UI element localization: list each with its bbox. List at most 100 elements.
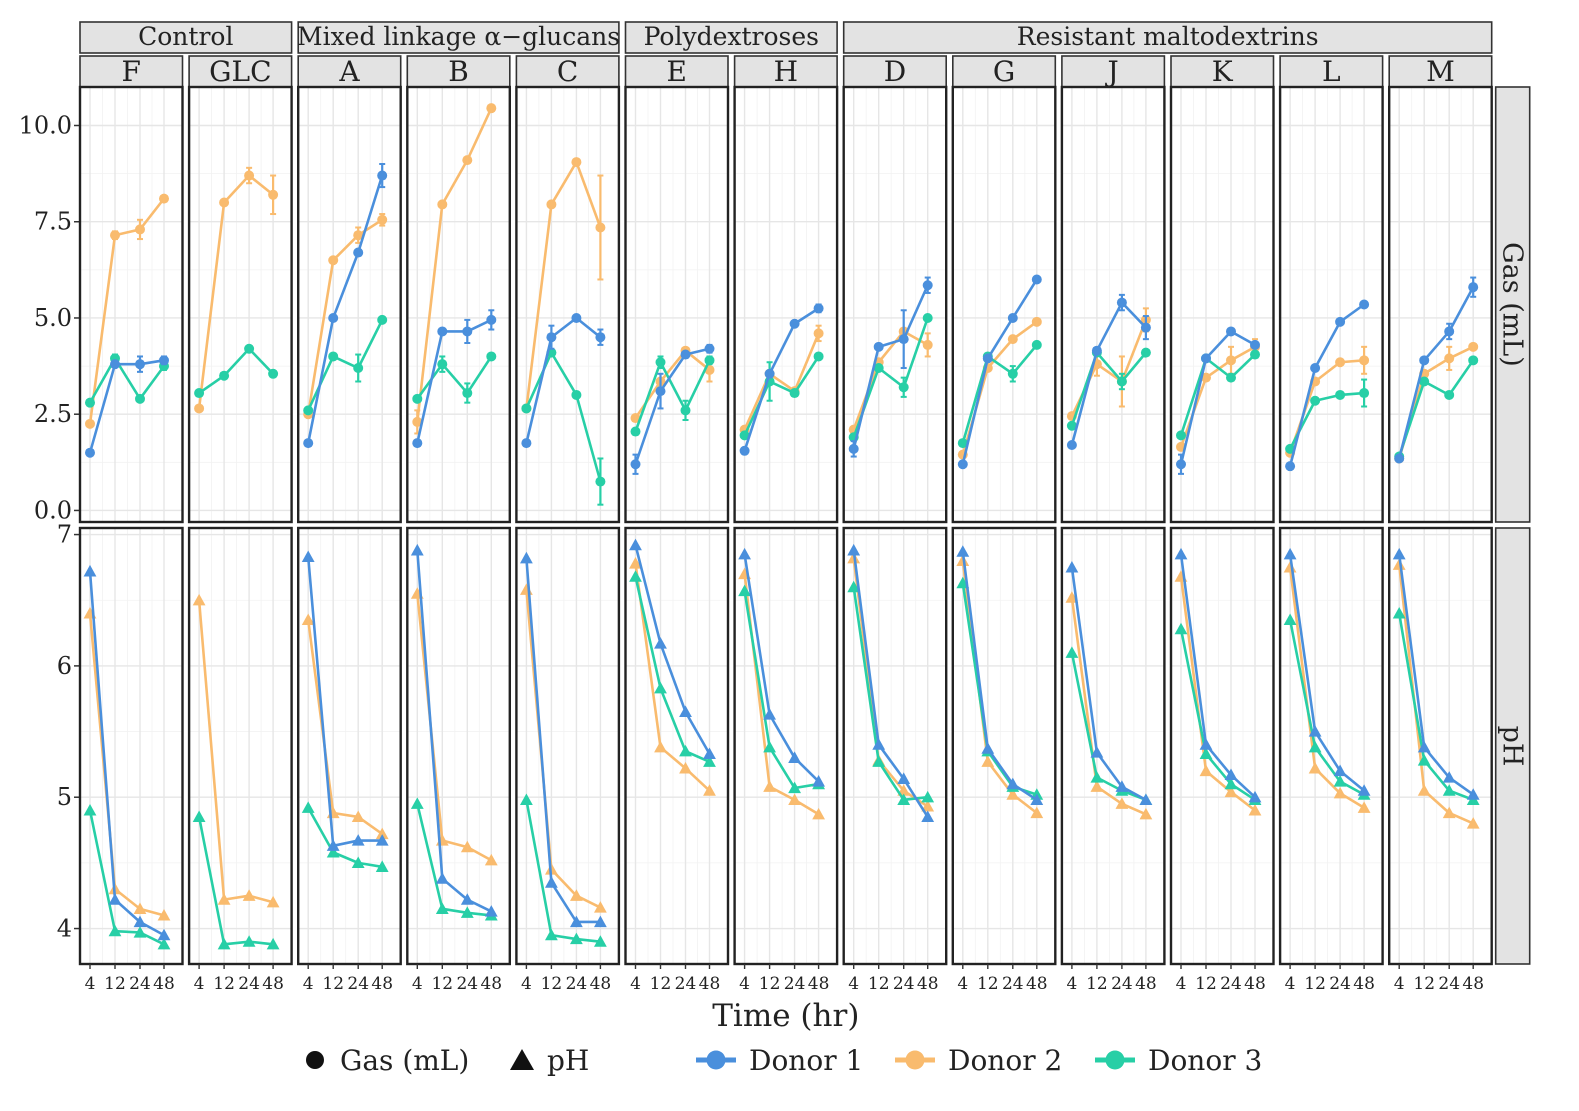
point-marker (764, 368, 775, 379)
legend-color-donor-2: Donor 2 (895, 1044, 1062, 1077)
triangle-marker (301, 613, 315, 626)
x-tick-label: 4 (521, 974, 532, 994)
panel-strip-a: A (297, 55, 402, 88)
triangle-marker (217, 937, 231, 950)
triangle-marker (738, 547, 751, 560)
panel-a-gas (297, 85, 402, 524)
x-tick-label: 24 (1220, 974, 1242, 994)
point-marker (377, 214, 388, 225)
series-line (1179, 628, 1256, 801)
x-tick-label: 24 (893, 974, 915, 994)
series-line (1179, 554, 1256, 799)
series-line (852, 284, 929, 450)
point-marker (1201, 372, 1211, 383)
point-marker (412, 438, 423, 449)
series-donor-2 (738, 567, 825, 820)
panel-border (515, 85, 621, 524)
panel-border (187, 526, 293, 966)
point-marker (739, 445, 750, 456)
panel-border (624, 526, 730, 966)
point-marker (462, 155, 473, 166)
panel-a-ph (297, 526, 402, 966)
triangle-marker (1308, 740, 1322, 753)
point-marker (521, 438, 532, 449)
series-donor-2 (194, 166, 279, 414)
x-tick-label: 12 (759, 974, 781, 994)
panel-background (407, 87, 510, 522)
point-marker (1176, 459, 1186, 470)
point-marker (1091, 345, 1102, 356)
series-donor-2 (1065, 591, 1153, 820)
panel-strip-label: G (993, 55, 1015, 88)
row-strip-gas: Gas (mL) (1494, 86, 1531, 523)
triangle-marker (812, 807, 825, 820)
series-line (743, 307, 820, 452)
panel-e-gas (624, 85, 730, 524)
triangle-marker (83, 564, 97, 577)
triangle-marker (594, 915, 607, 928)
series-donor-1 (1394, 276, 1479, 464)
triangle-marker (1283, 547, 1297, 560)
series-line (198, 347, 275, 395)
panel-g-gas (951, 85, 1057, 524)
x-tick-label: 4 (848, 974, 859, 994)
series-donor-3 (629, 570, 716, 767)
panel-border (842, 526, 948, 966)
triangle-marker (1139, 807, 1153, 820)
point-marker (303, 438, 314, 449)
x-tick-label: 12 (868, 974, 890, 994)
panel-strip-box (1388, 55, 1493, 88)
point-marker (1226, 372, 1236, 383)
x-tick-label: 4 (412, 974, 423, 994)
triangle-marker (654, 681, 667, 694)
triangle-marker (242, 935, 256, 947)
x-tick-label: 12 (104, 974, 126, 994)
triangle-marker (788, 781, 801, 794)
panel-b-ph (406, 526, 511, 966)
triangle-marker (981, 755, 995, 767)
triangle-marker (108, 893, 122, 905)
triangle-marker (1139, 793, 1153, 805)
triangle-marker (1466, 788, 1480, 800)
triangle-marker (1006, 788, 1020, 800)
point-marker (571, 389, 582, 400)
point-marker (159, 355, 169, 366)
point-marker (437, 326, 448, 337)
panel-border (78, 85, 184, 524)
series-line (1179, 576, 1256, 812)
series-donor-3 (630, 355, 715, 437)
panel-background (80, 87, 183, 522)
point-marker (1444, 353, 1455, 364)
panel-strip-m: M (1388, 55, 1493, 88)
panel-strip-box (842, 55, 948, 88)
triangle-marker (570, 932, 583, 945)
x-tick-label: 48 (590, 974, 612, 994)
triangle-marker (410, 543, 424, 556)
triangle-marker (1199, 764, 1213, 777)
triangle-marker (629, 570, 642, 582)
series-donor-1 (520, 551, 607, 928)
triangle-marker (1308, 725, 1322, 737)
series-donor-2 (303, 213, 388, 420)
x-axis-h: 4 12 24 48 (739, 964, 829, 994)
x-tick-label: 24 (1438, 974, 1460, 994)
panel-j-ph (1060, 526, 1166, 966)
triangle-marker (1090, 771, 1104, 783)
x-axis-e: 4 12 24 48 (630, 964, 720, 994)
point-marker (789, 318, 800, 329)
x-axis-k: 4 12 24 48 (1176, 964, 1266, 994)
triangle-marker (763, 708, 776, 720)
point-marker (595, 332, 606, 343)
legend-circle-marker (306, 1051, 324, 1069)
panel-g-ph (951, 526, 1057, 966)
x-tick-label: 48 (1026, 974, 1048, 994)
series-donor-2 (629, 557, 716, 796)
point-marker (486, 103, 497, 114)
panel-k-ph (1169, 526, 1275, 966)
triangle-marker (157, 909, 171, 921)
point-marker (1444, 389, 1455, 400)
series-donor-1 (410, 543, 498, 917)
panel-border (1278, 526, 1384, 966)
triangle-marker (1115, 797, 1129, 809)
point-marker (268, 189, 279, 200)
